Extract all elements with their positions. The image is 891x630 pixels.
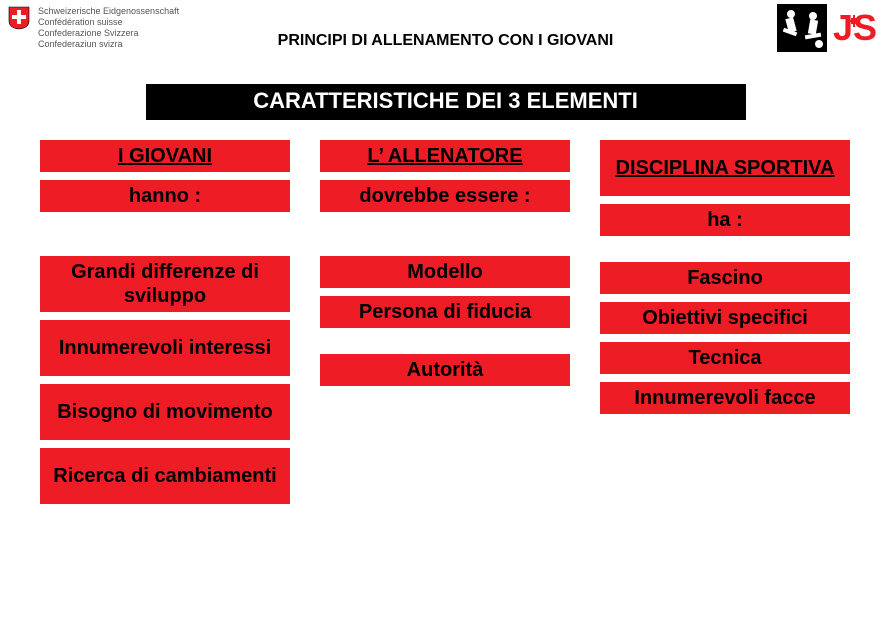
slide: Schweizerische Eidgenossenschaft Confédé…	[0, 0, 891, 630]
col1-sub: hanno :	[40, 180, 290, 212]
col1-item-4: Ricerca di cambiamenti	[40, 448, 290, 504]
spacer	[40, 220, 290, 256]
header: Schweizerische Eidgenossenschaft Confédé…	[0, 0, 891, 60]
spacer	[320, 220, 570, 256]
col3-item-3: Tecnica	[600, 342, 850, 374]
gov-line-1: Schweizerische Eidgenossenschaft	[38, 6, 179, 17]
swiss-shield-icon	[8, 6, 30, 30]
column-giovani: I GIOVANI hanno : Grandi differenze di s…	[40, 140, 290, 512]
col3-sub: ha :	[600, 204, 850, 236]
js-text-icon: J S	[831, 4, 881, 52]
main-title: CARATTERISTICHE DEI 3 ELEMENTI	[146, 84, 746, 120]
spacer	[320, 336, 570, 354]
col2-sub: dovrebbe essere :	[320, 180, 570, 212]
col1-item-2: Innumerevoli interessi	[40, 320, 290, 376]
col2-item-3: Autorità	[320, 354, 570, 386]
col3-heading: DISCIPLINA SPORTIVA	[600, 140, 850, 196]
gov-line-2: Confédération suisse	[38, 17, 179, 28]
svg-text:J: J	[833, 7, 853, 48]
js-sport-icon	[777, 4, 827, 52]
col1-item-1: Grandi differenze di sviluppo	[40, 256, 290, 312]
col1-heading: I GIOVANI	[40, 140, 290, 172]
col2-heading: L’ ALLENATORE	[320, 140, 570, 172]
column-allenatore: L’ ALLENATORE dovrebbe essere : Modello …	[320, 140, 570, 394]
col1-heading-text: I GIOVANI	[118, 144, 212, 168]
spacer	[600, 244, 850, 262]
col1-item-3: Bisogno di movimento	[40, 384, 290, 440]
column-disciplina: DISCIPLINA SPORTIVA ha : Fascino Obietti…	[600, 140, 850, 422]
js-logo: J S	[777, 4, 881, 52]
col3-heading-text: DISCIPLINA SPORTIVA	[616, 156, 835, 180]
col2-item-2: Persona di fiducia	[320, 296, 570, 328]
svg-text:S: S	[853, 7, 877, 48]
col2-item-1: Modello	[320, 256, 570, 288]
col2-heading-text: L’ ALLENATORE	[367, 144, 522, 168]
page-title: PRINCIPI DI ALLENAMENTO CON I GIOVANI	[0, 32, 891, 50]
col3-item-1: Fascino	[600, 262, 850, 294]
col3-item-4: Innumerevoli facce	[600, 382, 850, 414]
columns-area: I GIOVANI hanno : Grandi differenze di s…	[0, 140, 891, 630]
col3-item-2: Obiettivi specifici	[600, 302, 850, 334]
